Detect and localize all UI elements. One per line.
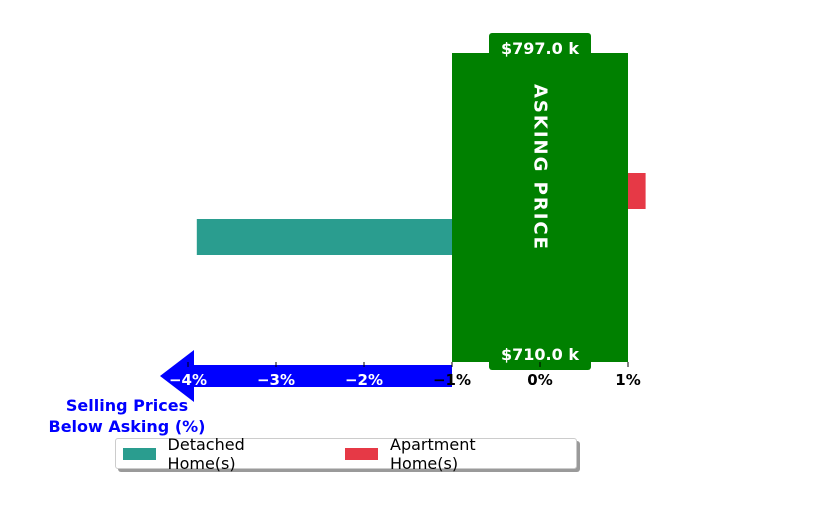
x-tick-label: −1% <box>433 371 471 389</box>
asking-price-bottom-label: $710.0 k <box>501 345 579 364</box>
arrow-label-line-1: Selling Prices <box>66 396 188 415</box>
x-tick-label: −4% <box>169 371 207 389</box>
x-tick-label: 1% <box>615 371 640 389</box>
asking-price-vertical-label: ASKING PRICE <box>530 84 551 251</box>
legend: Detached Home(s) Apartment Home(s) <box>115 435 577 473</box>
x-tick-label: 0% <box>527 371 552 389</box>
below-asking-arrow <box>160 350 452 402</box>
legend-label-detached: Detached Home(s) <box>167 434 245 473</box>
asking-price-top-label: $797.0 k <box>501 39 579 58</box>
legend-entry-detached: Detached Home(s) <box>123 435 311 473</box>
legend-label-apartment: Apartment Home(s) <box>390 434 476 473</box>
legend-entry-apartment: Apartment Home(s) <box>345 435 542 473</box>
legend-swatch-detached <box>123 447 156 460</box>
x-tick-label: −2% <box>345 371 383 389</box>
x-tick-label: −3% <box>257 371 295 389</box>
asking-price-bottom-label-box <box>489 342 591 370</box>
x-axis: −4% −3% −2% −1% 0% 1% <box>169 362 641 389</box>
asking-price-band <box>452 53 628 362</box>
asking-price-top-label-box <box>489 33 591 61</box>
arrow-label-line-2: Below Asking (%) <box>49 417 206 436</box>
legend-swatch-apartment <box>345 447 378 460</box>
